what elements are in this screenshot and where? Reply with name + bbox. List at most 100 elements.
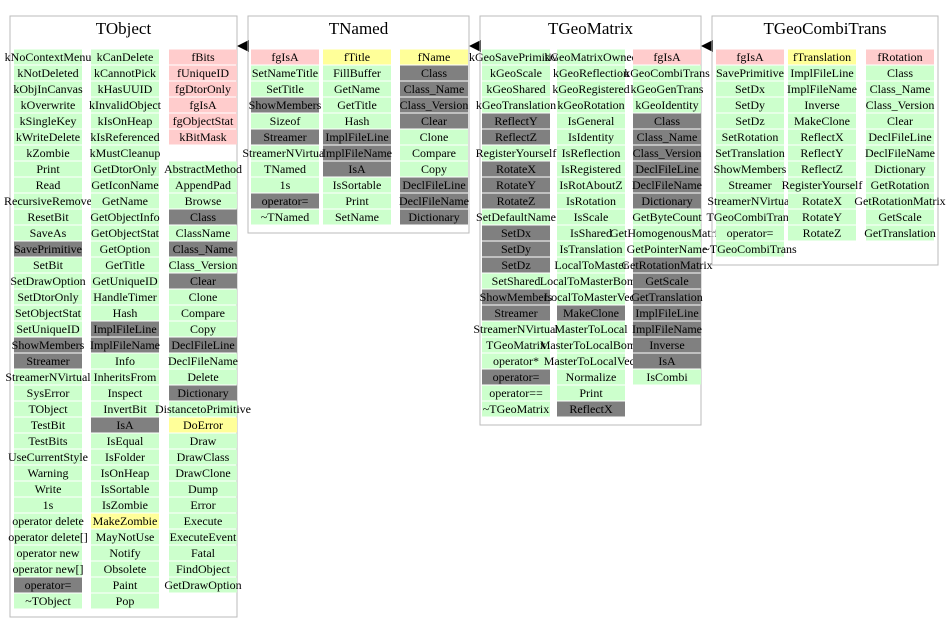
member-cell bbox=[716, 113, 784, 129]
member-name: GetTranslation bbox=[631, 290, 703, 304]
member-name: fUniqueID bbox=[177, 66, 229, 80]
member-cell bbox=[169, 337, 237, 353]
member-cell bbox=[91, 513, 159, 529]
member-cell bbox=[14, 257, 82, 273]
member-name: Dictionary bbox=[874, 162, 925, 176]
member-name: ShowMembers bbox=[249, 98, 322, 112]
member-name: MayNotUse bbox=[96, 530, 155, 544]
member-cell bbox=[482, 129, 550, 145]
member-name: StreamerNVirtual bbox=[473, 322, 559, 336]
member-cell bbox=[169, 225, 237, 241]
member-name: ImplFileLine bbox=[790, 66, 853, 80]
member-cell bbox=[169, 481, 237, 497]
member-cell bbox=[251, 145, 319, 161]
member-cell bbox=[482, 241, 550, 257]
member-cell bbox=[91, 129, 159, 145]
member-name: ~TNamed bbox=[261, 210, 309, 224]
member-cell bbox=[14, 97, 82, 113]
member-name: IsA bbox=[348, 162, 366, 176]
class-frame bbox=[711, 15, 939, 266]
member-name: kGeoCombiTrans bbox=[624, 66, 710, 80]
member-cell bbox=[169, 161, 237, 177]
member-name: MakeZombie bbox=[93, 514, 158, 528]
member-name: Class_Name bbox=[870, 82, 931, 96]
member-cell bbox=[14, 289, 82, 305]
member-name: ImplFileName bbox=[632, 322, 702, 336]
member-cell bbox=[633, 129, 701, 145]
member-name: SetDefaultName bbox=[476, 210, 556, 224]
member-cell bbox=[482, 81, 550, 97]
member-cell bbox=[91, 241, 159, 257]
member-name: kHasUUID bbox=[98, 82, 153, 96]
member-cell bbox=[716, 241, 784, 257]
member-cell bbox=[169, 513, 237, 529]
member-cell bbox=[788, 177, 856, 193]
member-cell bbox=[866, 209, 934, 225]
member-cell bbox=[169, 177, 237, 193]
member-cell bbox=[14, 481, 82, 497]
member-cell bbox=[251, 49, 319, 65]
member-cell bbox=[400, 97, 468, 113]
member-name: Class_Version bbox=[633, 146, 702, 160]
member-name: StreamerNVirtual bbox=[5, 370, 91, 384]
class-title: TObject bbox=[96, 19, 152, 38]
member-cell bbox=[716, 225, 784, 241]
member-cell bbox=[323, 65, 391, 81]
member-name: SysError bbox=[27, 386, 70, 400]
member-name: Class_Version bbox=[866, 98, 935, 112]
member-name: TestBits bbox=[28, 434, 67, 448]
member-name: DeclFileLine bbox=[868, 130, 931, 144]
member-cell bbox=[633, 81, 701, 97]
member-name: Delete bbox=[187, 370, 218, 384]
member-name: DeclFileLine bbox=[171, 338, 234, 352]
member-name: SetDz bbox=[735, 114, 764, 128]
member-name: ImplFileName bbox=[90, 338, 160, 352]
member-name: IsZombie bbox=[102, 498, 148, 512]
member-cell bbox=[14, 433, 82, 449]
member-cell bbox=[557, 225, 625, 241]
member-cell bbox=[788, 209, 856, 225]
member-cell bbox=[14, 353, 82, 369]
member-name: IsEqual bbox=[107, 434, 144, 448]
member-cell bbox=[557, 385, 625, 401]
member-cell bbox=[788, 113, 856, 129]
member-cell bbox=[169, 417, 237, 433]
member-name: Draw bbox=[190, 434, 217, 448]
member-name: ReflectZ bbox=[495, 130, 537, 144]
member-name: SetShared bbox=[492, 274, 541, 288]
member-name: Read bbox=[36, 178, 61, 192]
class-box: TGeoMatrixkGeoSavePrimitivekGeoScalekGeo… bbox=[469, 15, 724, 426]
member-name: Class bbox=[654, 114, 680, 128]
member-name: IsSortable bbox=[101, 482, 150, 496]
member-cell bbox=[633, 97, 701, 113]
member-name: SetTranslation bbox=[715, 146, 785, 160]
member-cell bbox=[716, 81, 784, 97]
class-box: TNamed fgIsA SetNameTitle SetTitle ShowMembe… bbox=[242, 15, 470, 234]
member-name: kOverwrite bbox=[21, 98, 76, 112]
member-name: IsFolder bbox=[105, 450, 145, 464]
member-name: ShowMembers bbox=[480, 290, 553, 304]
member-cell bbox=[91, 81, 159, 97]
member-cell bbox=[251, 113, 319, 129]
member-cell bbox=[323, 193, 391, 209]
member-cell bbox=[14, 561, 82, 577]
class-title: TGeoMatrix bbox=[548, 19, 633, 38]
member-cell bbox=[251, 81, 319, 97]
member-name: RotateY bbox=[496, 178, 536, 192]
member-cell bbox=[91, 337, 159, 353]
member-name: RecursiveRemove bbox=[4, 194, 92, 208]
member-name: Streamer bbox=[26, 354, 69, 368]
member-name: Inverse bbox=[804, 98, 839, 112]
member-cell bbox=[91, 401, 159, 417]
member-cell bbox=[169, 545, 237, 561]
member-name: fgIsA bbox=[271, 50, 299, 64]
member-name: ImplFileLine bbox=[93, 322, 156, 336]
member-name: StreamerNVirtual bbox=[707, 194, 793, 208]
member-cell bbox=[633, 289, 701, 305]
member-name: SetDz bbox=[501, 258, 530, 272]
member-cell bbox=[14, 513, 82, 529]
member-name: fgDtorOnly bbox=[175, 82, 231, 96]
member-name: GetTitle bbox=[337, 98, 377, 112]
class-title: TNamed bbox=[329, 19, 389, 38]
member-name: kBitMask bbox=[179, 130, 226, 144]
